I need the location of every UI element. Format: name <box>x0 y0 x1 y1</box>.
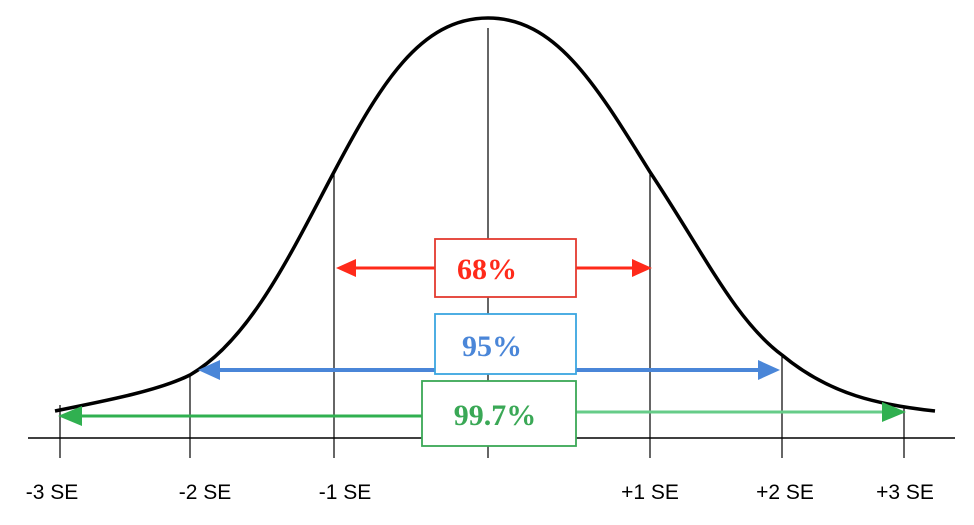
tick-label-plus-1: +1 SE <box>621 481 679 504</box>
tick-label-plus-3: +3 SE <box>876 481 934 504</box>
tick-label-minus-2: -2 SE <box>179 481 232 504</box>
interval-95-label: 95% <box>462 330 522 363</box>
interval-99-7-label: 99.7% <box>454 399 537 432</box>
interval-95-arrowhead-right <box>758 360 780 380</box>
interval-68-arrowhead-right <box>632 259 652 277</box>
interval-68-box <box>434 238 577 298</box>
interval-99-7-arrowhead-right <box>882 402 906 422</box>
interval-99-7-arrowhead-left <box>58 406 82 426</box>
interval-95-box <box>434 313 577 375</box>
interval-68-arrowhead-left <box>336 259 356 277</box>
interval-95: 95% <box>198 313 780 380</box>
tick-label-minus-1: -1 SE <box>319 481 372 504</box>
bell-curve <box>54 16 936 413</box>
tick-label-minus-3: -3 SE <box>26 481 79 504</box>
interval-99-7-box <box>421 380 577 447</box>
interval-95-arrowhead-left <box>198 360 220 380</box>
interval-68-label: 68% <box>457 253 517 286</box>
interval-99-7: 99.7% <box>58 380 906 447</box>
tick-label-plus-2: +2 SE <box>756 481 814 504</box>
interval-68: 68% <box>336 238 652 298</box>
